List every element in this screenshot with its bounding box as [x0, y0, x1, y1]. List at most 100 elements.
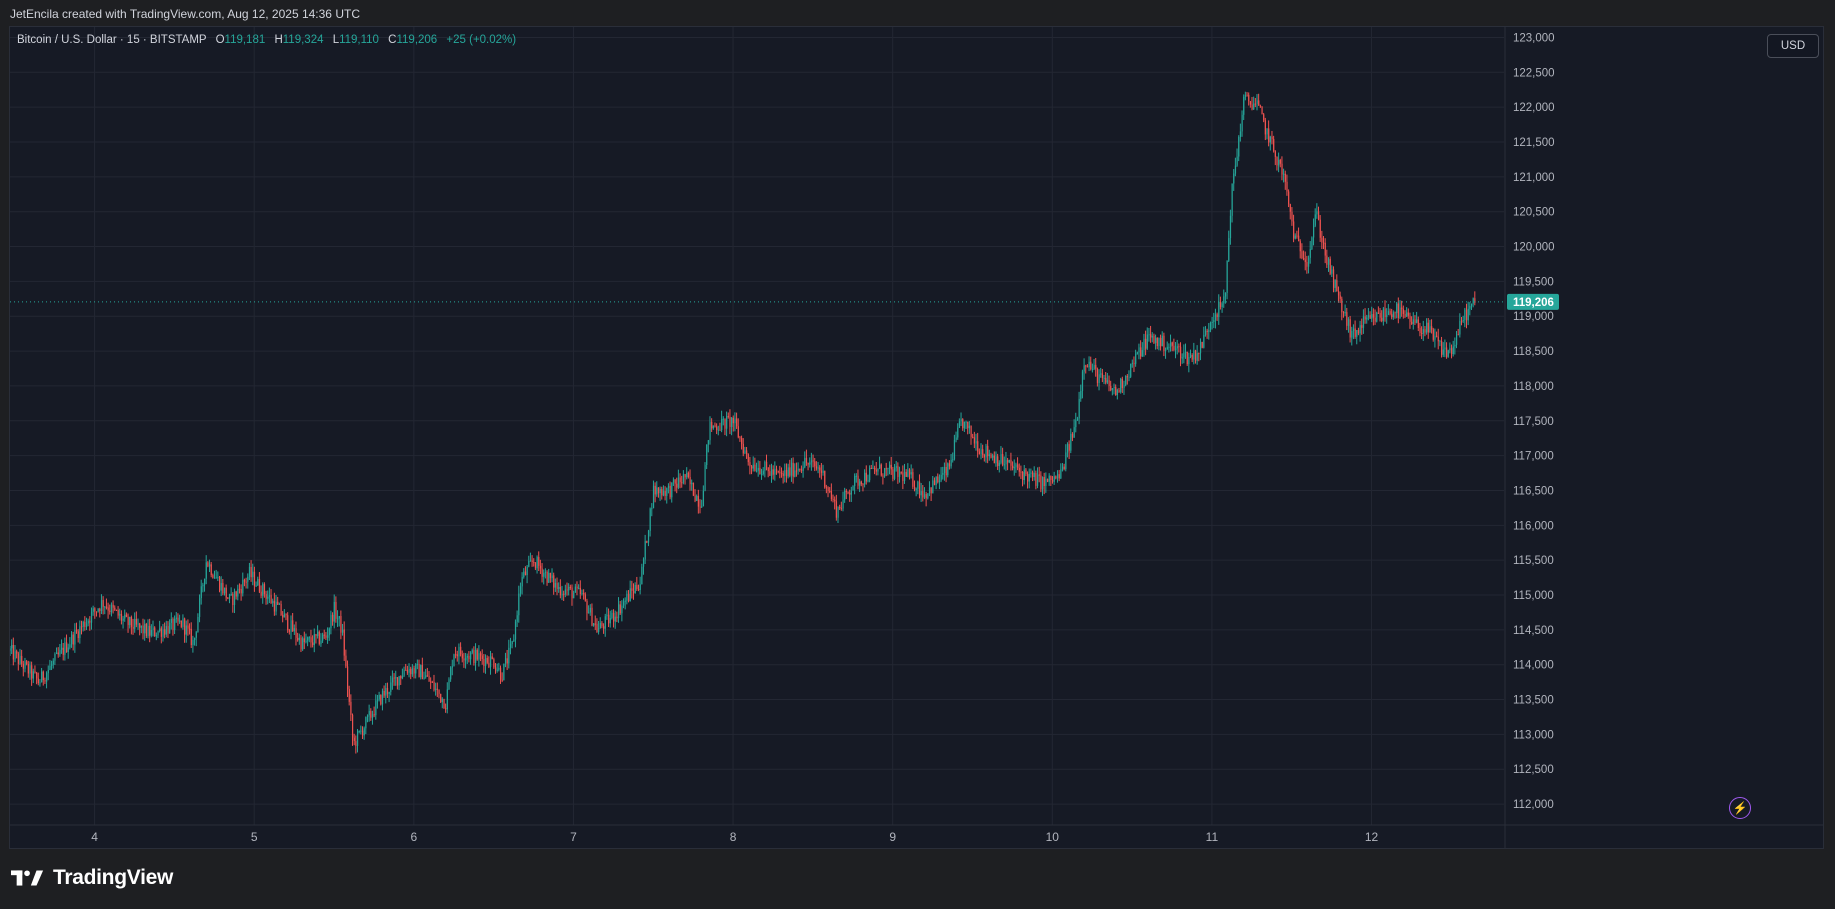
candle-body — [1379, 313, 1381, 318]
brand[interactable]: TradingView — [11, 866, 173, 890]
candle-body — [977, 441, 979, 452]
candle-body — [499, 667, 502, 680]
candle-body — [1427, 322, 1429, 333]
candle-body — [1229, 215, 1232, 239]
candle-body — [348, 689, 350, 702]
symbol-title[interactable]: Bitcoin / U.S. Dollar · 15 · BITSTAMP — [17, 34, 207, 46]
candle-body — [157, 630, 159, 636]
candle-body — [576, 586, 578, 589]
candle-body — [1364, 316, 1366, 320]
high-label: H — [274, 34, 283, 46]
candle-body — [144, 623, 146, 634]
candle-body — [1061, 466, 1064, 470]
open-label: O — [215, 34, 225, 46]
candle-body — [1208, 330, 1210, 332]
candle-body — [360, 730, 362, 732]
y-tick-label: 115,500 — [1513, 555, 1554, 567]
candle-body — [1141, 350, 1143, 357]
candle-body — [1078, 398, 1080, 419]
candle-body — [852, 486, 854, 491]
candle-body — [36, 672, 38, 679]
candlestick-chart[interactable]: 112,000 112,500 113,000 113,500 114,000 114,5… — [10, 27, 1823, 848]
candle-body — [1457, 334, 1459, 336]
candle-body — [140, 625, 143, 628]
candle-body — [194, 637, 196, 640]
candle-body — [107, 607, 109, 611]
candle-body — [476, 649, 478, 660]
candle-body — [1007, 460, 1009, 463]
candle-body — [1095, 364, 1097, 369]
candle-body — [509, 644, 512, 648]
candle-body — [345, 655, 347, 667]
candle-body — [207, 562, 209, 567]
candle-body — [124, 614, 126, 619]
candle-body — [1219, 301, 1222, 307]
candle-body — [1294, 235, 1296, 239]
candle-body — [1261, 106, 1263, 115]
candle-body — [117, 609, 119, 616]
candle-body — [238, 588, 241, 590]
candle-body — [323, 634, 325, 636]
sparkle-bolt-icon[interactable]: ⚡ — [1729, 797, 1751, 819]
candle-body — [1005, 460, 1007, 465]
candle-body — [551, 575, 553, 579]
candle-body — [659, 488, 661, 494]
candle-body — [1181, 357, 1183, 359]
candle-body — [340, 616, 342, 633]
candle-body — [1417, 319, 1419, 329]
candle-body — [277, 601, 279, 605]
candle-body — [468, 655, 470, 660]
candle-body — [538, 557, 540, 566]
candle-body — [731, 417, 733, 427]
candle-body — [300, 637, 302, 650]
y-tick-label: 114,500 — [1513, 625, 1554, 637]
candle-body — [160, 628, 163, 637]
candle-body — [1110, 385, 1112, 391]
candle-body — [652, 485, 655, 509]
candle-body — [1248, 94, 1250, 102]
candle-body — [877, 468, 879, 472]
candle-body — [631, 588, 633, 591]
candle-body — [988, 454, 991, 457]
candle-body — [347, 666, 349, 690]
candle-body — [827, 487, 829, 491]
chart-pane[interactable]: 112,000 112,500 113,000 113,500 114,000 114,5… — [9, 26, 1824, 849]
candle-body — [61, 647, 63, 650]
candle-body — [71, 634, 73, 645]
candle-body — [1331, 269, 1333, 274]
candle-body — [667, 485, 670, 489]
candle-body — [135, 618, 138, 625]
candle-body — [774, 468, 776, 475]
candle-body — [255, 585, 257, 587]
candle-body — [1314, 214, 1316, 226]
candle-body — [77, 631, 79, 639]
candle-body — [569, 586, 572, 588]
candle-body — [699, 506, 701, 508]
candle-body — [1003, 464, 1005, 466]
candle-body — [1354, 328, 1356, 337]
candle-body — [923, 494, 926, 498]
candle-body — [1048, 475, 1050, 482]
candle-body — [511, 641, 513, 645]
candle-body — [1442, 349, 1444, 355]
candle-body — [671, 482, 673, 498]
candle-body — [270, 595, 272, 604]
currency-button[interactable]: USD — [1767, 34, 1819, 58]
candle-body — [475, 649, 477, 664]
candle-body — [450, 667, 452, 680]
candle-body — [154, 627, 156, 637]
candle-body — [719, 429, 721, 431]
candle-body — [14, 651, 16, 660]
candle-body — [204, 578, 206, 585]
candle-body — [1392, 312, 1395, 318]
candle-body — [110, 604, 113, 613]
candle-body — [1357, 330, 1360, 334]
candle-body — [749, 462, 751, 467]
candle-body — [455, 654, 457, 656]
candle-body — [1387, 311, 1390, 315]
candle-body — [963, 421, 966, 429]
candle-body — [337, 618, 339, 620]
candle-body — [164, 629, 166, 635]
candle-body — [785, 470, 788, 477]
candle-body — [1098, 374, 1100, 383]
